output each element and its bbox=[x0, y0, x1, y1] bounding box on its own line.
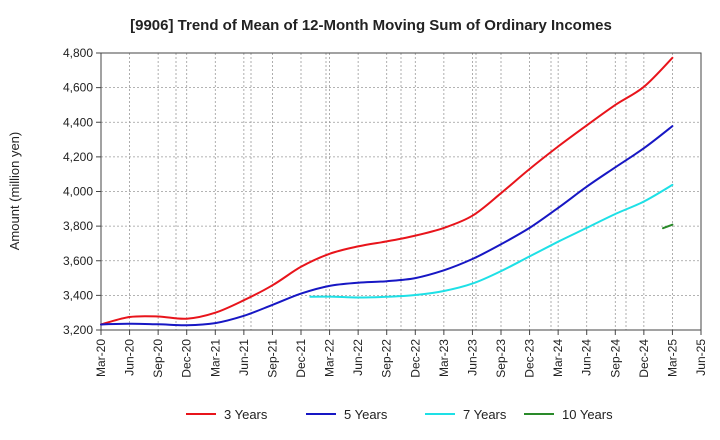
x-tick-label: Jun-23 bbox=[465, 339, 479, 376]
x-tick-label: Mar-25 bbox=[665, 339, 679, 377]
y-tick-label: 3,800 bbox=[63, 219, 93, 233]
legend: 3 Years 5 Years 7 Years 10 Years bbox=[186, 407, 613, 422]
chart-title: [9906] Trend of Mean of 12-Month Moving … bbox=[130, 17, 612, 34]
series-lines bbox=[100, 56, 674, 327]
y-tick-label: 3,400 bbox=[63, 288, 93, 302]
x-tick-label: Dec-23 bbox=[523, 339, 537, 378]
x-tick-label: Jun-22 bbox=[351, 339, 365, 376]
y-tick-label: 4,200 bbox=[63, 150, 93, 164]
legend-label-10-years: 10 Years bbox=[562, 407, 613, 422]
x-tick-label: Jun-20 bbox=[123, 339, 137, 376]
legend-label-3-years: 3 Years bbox=[224, 407, 268, 422]
x-tick-label: Sep-20 bbox=[151, 339, 165, 378]
x-tick-label: Sep-23 bbox=[494, 339, 508, 378]
x-tick-label: Dec-22 bbox=[408, 339, 422, 378]
x-tick-label: Mar-22 bbox=[323, 339, 337, 377]
y-tick-label: 3,200 bbox=[63, 323, 93, 337]
series-line-7-years bbox=[309, 183, 674, 299]
x-tick-label: Sep-22 bbox=[380, 339, 394, 378]
y-tick-label: 4,000 bbox=[63, 185, 93, 199]
x-tick-label: Dec-24 bbox=[637, 339, 651, 378]
y-tick-label: 4,800 bbox=[63, 46, 93, 60]
x-tick-label: Sep-21 bbox=[265, 339, 279, 378]
x-tick-label: Dec-21 bbox=[294, 339, 308, 378]
y-tick-label: 4,600 bbox=[63, 81, 93, 95]
y-tick-label: 4,400 bbox=[63, 115, 93, 129]
legend-label-5-years: 5 Years bbox=[344, 407, 388, 422]
series-line-5-years bbox=[100, 125, 674, 327]
x-tick-label: Mar-24 bbox=[551, 339, 565, 377]
x-tick-label: Mar-21 bbox=[208, 339, 222, 377]
x-tick-label: Dec-20 bbox=[180, 339, 194, 378]
legend-label-7-years: 7 Years bbox=[463, 407, 507, 422]
x-tick-label: Mar-23 bbox=[437, 339, 451, 377]
x-tick-label: Jun-25 bbox=[694, 339, 708, 376]
grid-lines bbox=[101, 53, 701, 330]
y-axis-title: Amount (million yen) bbox=[7, 132, 22, 251]
y-tick-label: 3,600 bbox=[63, 254, 93, 268]
x-tick-label: Jun-21 bbox=[237, 339, 251, 376]
y-axis-ticks: 3,200 3,400 3,600 3,800 4,000 4,200 4,400 4,600… bbox=[63, 46, 101, 337]
series-line-3-years bbox=[100, 56, 674, 326]
series-line-10-years bbox=[662, 223, 674, 230]
x-tick-label: Mar-20 bbox=[94, 339, 108, 377]
x-tick-label: Jun-24 bbox=[580, 339, 594, 376]
x-axis-ticks: Mar-20 Jun-20 Sep-20 Dec-20 Mar-21 Jun-21 Sep-… bbox=[94, 330, 708, 378]
x-tick-label: Sep-24 bbox=[608, 339, 622, 378]
